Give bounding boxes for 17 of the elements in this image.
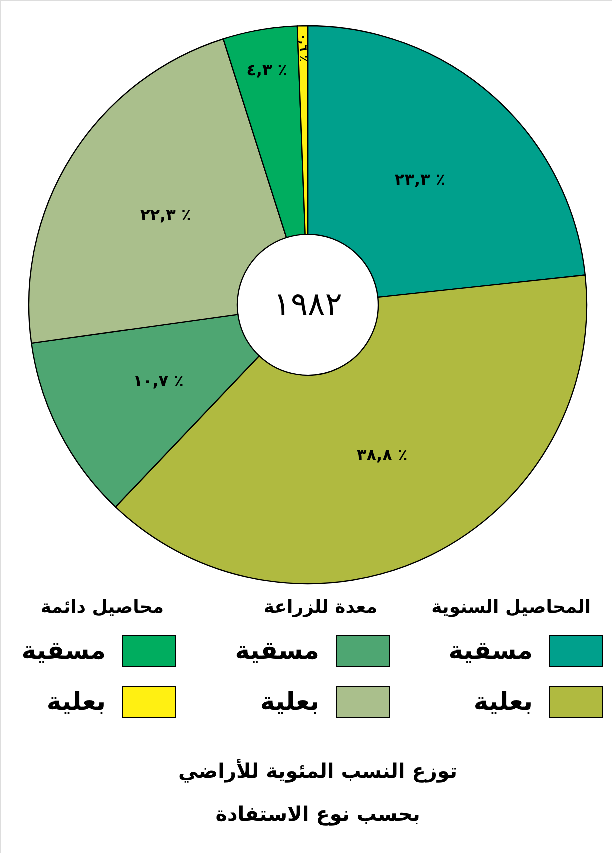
legend-label: مسقية bbox=[448, 636, 533, 665]
data-label: ٠,٦ ٪ bbox=[297, 34, 310, 62]
data-label: ١٠,٧ ٪ bbox=[133, 372, 184, 391]
legend-label: مسقية bbox=[22, 636, 106, 665]
legend-label: بعلية bbox=[474, 687, 533, 716]
data-label: ٢٣,٣ ٪ bbox=[394, 170, 446, 190]
text: ١٩٨٢ bbox=[274, 285, 342, 323]
text: محاصيل دائمة bbox=[40, 597, 164, 618]
data-label: ٣٨,٨ ٪ bbox=[357, 446, 408, 465]
legend-label: بعلية bbox=[260, 687, 320, 716]
text: توزع النسب المئوية للأراضي بحسب نوع الاستفادة bbox=[178, 759, 458, 826]
text: معدة للزراعة bbox=[264, 597, 378, 618]
text: المحاصيل السنوية bbox=[432, 597, 591, 618]
legend-label: بعلية bbox=[46, 687, 106, 716]
data-label: ٢٢,٣ ٪ bbox=[140, 205, 192, 224]
legend-label: مسقية bbox=[235, 636, 320, 665]
data-label: ٤,٣ ٪ bbox=[246, 60, 288, 80]
